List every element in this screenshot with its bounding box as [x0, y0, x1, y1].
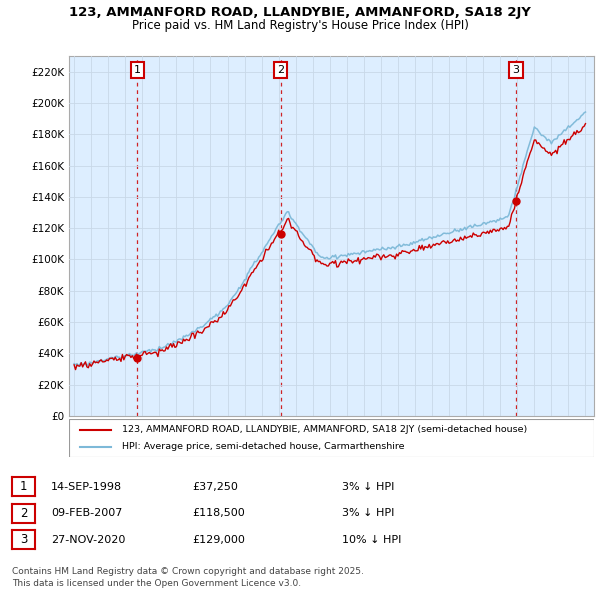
- Text: HPI: Average price, semi-detached house, Carmarthenshire: HPI: Average price, semi-detached house,…: [121, 442, 404, 451]
- Text: 3: 3: [20, 533, 27, 546]
- Text: Contains HM Land Registry data © Crown copyright and database right 2025.
This d: Contains HM Land Registry data © Crown c…: [12, 567, 364, 588]
- Text: 1: 1: [20, 480, 27, 493]
- Text: Price paid vs. HM Land Registry's House Price Index (HPI): Price paid vs. HM Land Registry's House …: [131, 19, 469, 32]
- Text: 3: 3: [512, 65, 519, 75]
- Text: 3% ↓ HPI: 3% ↓ HPI: [342, 509, 394, 518]
- Text: 1: 1: [134, 65, 141, 75]
- FancyBboxPatch shape: [69, 419, 594, 457]
- Text: 2: 2: [20, 507, 27, 520]
- Text: 10% ↓ HPI: 10% ↓ HPI: [342, 535, 401, 545]
- Text: 09-FEB-2007: 09-FEB-2007: [51, 509, 122, 518]
- Text: 14-SEP-1998: 14-SEP-1998: [51, 482, 122, 491]
- Text: 3% ↓ HPI: 3% ↓ HPI: [342, 482, 394, 491]
- Text: £118,500: £118,500: [192, 509, 245, 518]
- Text: 123, AMMANFORD ROAD, LLANDYBIE, AMMANFORD, SA18 2JY (semi-detached house): 123, AMMANFORD ROAD, LLANDYBIE, AMMANFOR…: [121, 425, 527, 434]
- Text: £37,250: £37,250: [192, 482, 238, 491]
- Text: 123, AMMANFORD ROAD, LLANDYBIE, AMMANFORD, SA18 2JY: 123, AMMANFORD ROAD, LLANDYBIE, AMMANFOR…: [69, 6, 531, 19]
- Text: 2: 2: [277, 65, 284, 75]
- Text: £129,000: £129,000: [192, 535, 245, 545]
- Text: 27-NOV-2020: 27-NOV-2020: [51, 535, 125, 545]
